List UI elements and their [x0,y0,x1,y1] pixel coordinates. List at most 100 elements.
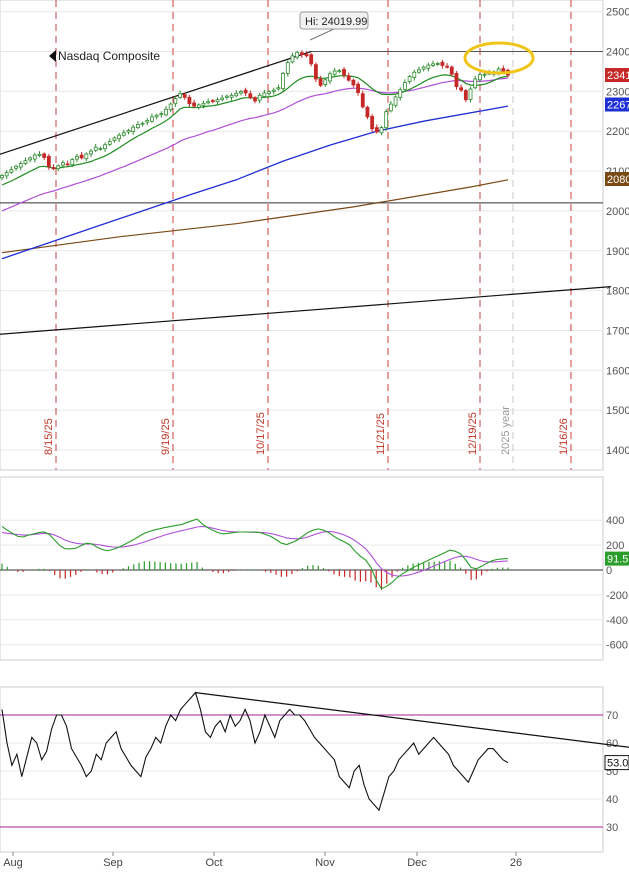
macd-line [1,518,509,590]
macd-hist-bar [212,570,214,572]
macd-hist-bar [417,562,419,570]
candle-body [262,92,267,97]
candle-body [477,74,482,81]
candle-body [178,93,182,98]
candle-body [210,100,215,102]
macd-hist-bar [17,570,19,572]
candle-body [18,163,23,168]
title-marker-icon [49,50,56,62]
macd-hist-bar [96,570,98,573]
candle-body [398,89,403,98]
macd-hist-bar [238,570,240,571]
macd-histogram [1,560,509,590]
candle-body [304,53,309,57]
rsi-y-tick-label: 60 [606,738,618,750]
macd-hist-bar [217,570,219,574]
candle-body [9,169,14,173]
candle-body [0,175,4,179]
event-date-label: 2025 year [500,406,512,455]
month-axis: Aug Sep Oct Nov Dec 26 [3,852,522,869]
macd-hist-bar [275,570,277,575]
macd-hist-bar [280,570,282,577]
price-last-label: 2267 [607,100,629,112]
macd-hist-bar [22,570,24,572]
macd-hist-bar [423,562,425,570]
macd-hist-bar [206,570,209,571]
candle-body [309,54,314,65]
macd-hist-bar [396,570,398,572]
candle-body [285,62,290,74]
macd-hist-bar [127,566,130,570]
macd-hist-bar [64,570,66,579]
candle-body [32,154,37,160]
high-annotation-text: Hi: 24019.99 [305,16,367,28]
candle-body [51,167,56,170]
candle-body [360,93,365,108]
candle-body [440,61,445,66]
price-y-tick-label: 1700 [606,325,629,337]
price-y-tick-label: 1400 [606,445,629,457]
candle-body [337,70,342,73]
macd-hist-bar [122,568,124,570]
macd-last-label: 91.5 [607,554,628,566]
price-y-tick-label: 1900 [606,246,629,258]
candle-body [276,87,281,90]
macd-hist-bar [43,568,45,570]
candle-body [75,155,79,160]
candle-body [220,97,225,101]
macd-hist-bar [75,570,77,575]
lower-trendline [0,286,612,335]
candle-body [23,160,28,164]
candle-body [426,64,431,69]
macd-hist-bar [349,570,351,578]
macd-hist-bar [507,567,509,570]
candle-body [206,101,211,104]
event-date-label: 8/15/25 [43,418,55,455]
event-date-label: 1/16/26 [558,418,570,455]
macd-hist-bar [296,570,298,572]
macd-hist-bar [444,561,446,570]
candle-body [332,70,337,75]
macd-hist-bar [243,570,246,571]
month-label: Aug [3,857,23,869]
candle-body [201,102,206,106]
candle-body [468,88,473,100]
macd-hist-bar [459,567,462,570]
macd-hist-bar [259,570,261,571]
candle-body [421,66,426,70]
macd-hist-bar [85,569,87,570]
candle-body [164,108,168,116]
price-last-label-box [605,68,629,83]
high-annotation: Hi: 24019.99 [299,11,369,30]
candle-body [84,153,89,160]
candle-body [314,64,318,80]
macd-hist-bar [486,570,488,572]
macd-hist-bar [180,563,182,570]
candle-body [253,97,257,102]
macd-hist-bar [438,561,441,570]
macd-hist-bar [449,560,451,570]
candle-body [224,95,229,98]
candle-body [459,87,464,91]
candle-body [159,113,164,116]
macd-hist-bar [175,563,177,570]
candle-body [463,90,468,101]
candle-body [234,92,239,97]
candle-body [449,66,454,75]
macd-hist-bar [370,570,372,583]
macd-hist-bar [481,570,483,576]
macd-hist-bar [154,561,156,570]
price-y-tick-label: 1800 [606,286,629,298]
candle-body [328,73,332,82]
candlestick-series [0,50,510,181]
candle-body [182,94,187,98]
candle-body [93,146,98,151]
macd-hist-bar [48,570,51,571]
macd-hist-bar [6,566,8,570]
candle-body [42,153,47,158]
macd-hist-bar [222,570,224,574]
macd-hist-bar [291,570,293,574]
rsi-y-tick-label: 40 [606,794,618,806]
candle-body [107,141,112,145]
